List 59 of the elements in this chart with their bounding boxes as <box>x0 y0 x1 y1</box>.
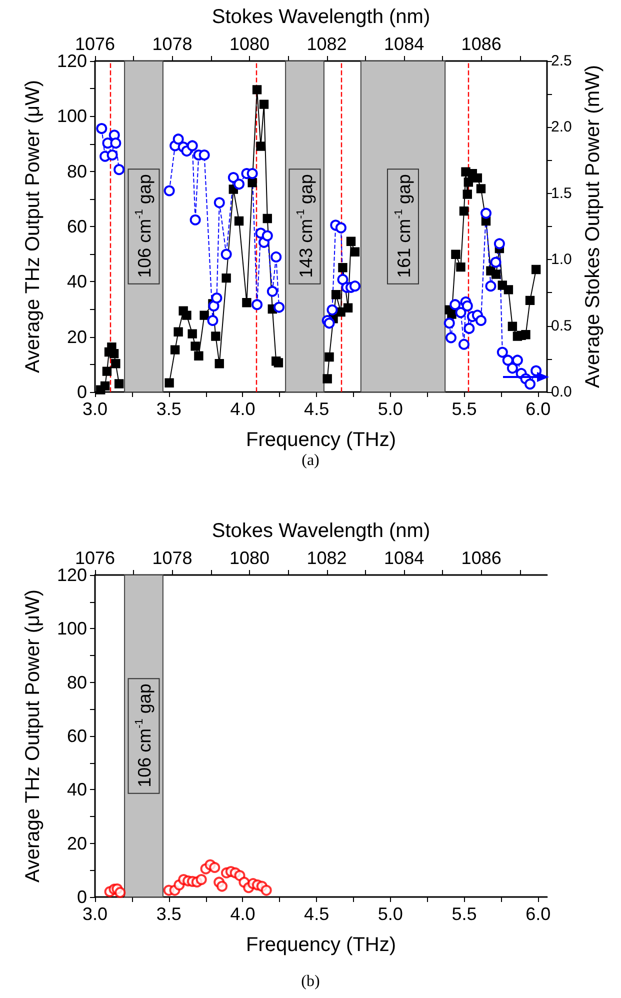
y-tick-label: 40 <box>66 780 87 800</box>
text: (b) <box>300 973 321 991</box>
y-tick-label: 100 <box>56 106 87 126</box>
x2-tick-label: 1082 <box>306 548 347 568</box>
x2-tick-label: 1080 <box>230 34 270 54</box>
y-axis-title: Average THz Output Power (μW) <box>22 80 44 374</box>
y2-tick-label: 1.5 <box>551 184 572 202</box>
y-tick-label: 80 <box>66 672 87 692</box>
x2-axis-title: Stokes Wavelength (nm) <box>212 6 430 28</box>
y-tick-label: 40 <box>66 272 87 292</box>
y-tick-label: 120 <box>56 565 87 585</box>
y2-tick-label: 2.0 <box>551 118 572 136</box>
x-tick-label: 3.0 <box>82 904 108 924</box>
x2-tick-label: 1078 <box>152 548 192 568</box>
x-tick-label: 4.0 <box>230 904 256 924</box>
x-tick-label: 6.0 <box>526 399 551 419</box>
x-tick-label: 3.0 <box>82 399 108 419</box>
x2-tick-label: 1076 <box>74 34 116 54</box>
x-tick-label: 4.5 <box>304 904 330 924</box>
x2-tick-label: 1082 <box>306 34 347 54</box>
x-axis-title: Frequency (THz) <box>246 429 396 451</box>
x-tick-label: 6.0 <box>526 904 551 924</box>
x-tick-label: 4.5 <box>304 399 330 419</box>
y2-axis-title: Average Stokes Output Power (mW) <box>582 64 604 388</box>
x-tick-label: 5.5 <box>452 904 477 924</box>
x-axis-title: Frequency (THz) <box>246 934 396 956</box>
y2-tick-label: 0.0 <box>551 384 572 400</box>
y2-tick-label: 0.5 <box>551 317 572 334</box>
x-tick-label: 4.0 <box>230 399 256 419</box>
x-tick-label: 3.5 <box>156 904 182 924</box>
band-label: 143 cm-1 gap <box>294 174 316 278</box>
y2-tick-label: 1.0 <box>551 251 572 268</box>
x2-tick-label: 1086 <box>461 548 502 568</box>
y-tick-label: 20 <box>66 833 87 854</box>
band-label: 106 cm-1 gap <box>134 684 155 788</box>
x-tick-label: 3.5 <box>156 399 182 419</box>
x2-tick-label: 1084 <box>384 34 424 54</box>
y-tick-label: 60 <box>66 216 87 236</box>
x2-tick-label: 1080 <box>230 548 270 568</box>
band-label: 106 cm-1 gap <box>134 174 155 278</box>
y-tick-label: 0 <box>76 887 87 907</box>
y-tick-label: 80 <box>66 161 87 182</box>
x2-tick-label: 1076 <box>74 548 116 568</box>
x2-axis-title: Stokes Wavelength (nm) <box>212 520 430 542</box>
x2-tick-label: 1086 <box>461 34 502 54</box>
x2-tick-label: 1084 <box>384 548 424 568</box>
y-tick-label: 60 <box>66 726 87 746</box>
x-tick-label: 5.0 <box>378 399 403 419</box>
x2-tick-label: 1078 <box>152 34 192 54</box>
x-tick-label: 5.0 <box>378 904 403 924</box>
y-tick-label: 20 <box>66 326 87 347</box>
band-label: 161 cm-1 gap <box>392 174 414 278</box>
y-tick-label: 120 <box>56 51 87 71</box>
y2-tick-label: 2.5 <box>551 52 572 70</box>
y-tick-label: 0 <box>76 382 87 402</box>
x-tick-label: 5.5 <box>452 399 477 419</box>
y-axis-title: Average THz Output Power (μW) <box>22 589 44 883</box>
text: (a) <box>300 452 320 470</box>
y-tick-label: 100 <box>56 618 87 639</box>
